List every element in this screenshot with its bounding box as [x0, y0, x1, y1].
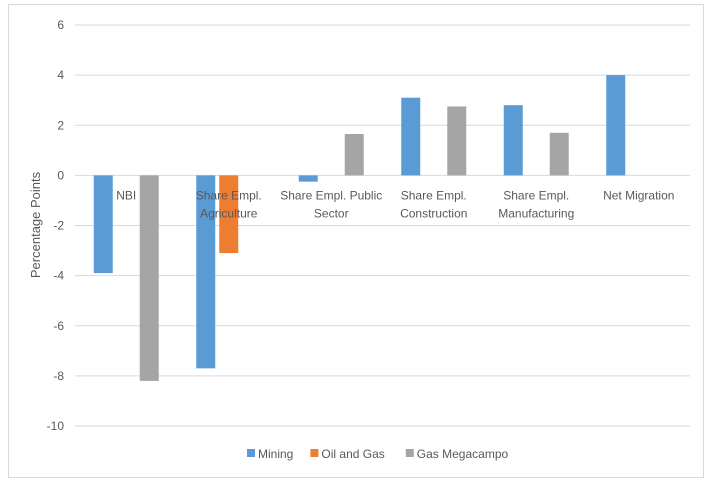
bar-mining: [503, 105, 523, 176]
gridlines: [75, 24, 690, 427]
legend-item: Oil and Gas: [310, 447, 385, 461]
y-tick-label: -10: [47, 419, 65, 433]
category-label: Share Empl. Manufacturing: [498, 188, 574, 220]
legend-item: Gas Megacampo: [405, 447, 509, 461]
category-labels: NBI Share Empl. Agriculture Share Empl. Pub…: [116, 188, 674, 220]
category-label: NBI: [116, 188, 136, 202]
category-label: Share Empl. Agriculture: [196, 188, 262, 220]
bar-mining: [606, 75, 626, 176]
y-tick-label: 2: [57, 118, 64, 132]
bar-mining: [298, 175, 318, 182]
y-tick-label: -2: [53, 219, 64, 233]
bar-mining: [196, 175, 216, 369]
bar-gas-megacampo: [139, 175, 159, 381]
legend-swatch: [405, 449, 414, 457]
legend-label: Mining: [258, 447, 293, 461]
y-tick-label: -4: [53, 269, 64, 283]
legend-label: Oil and Gas: [321, 447, 384, 461]
y-tick-label: -8: [53, 369, 64, 383]
bar-mining: [93, 175, 113, 274]
chart-frame: [8, 4, 704, 478]
bar-mining: [401, 97, 421, 176]
y-axis-label: Percentage Points: [28, 171, 43, 278]
y-tick-label: -6: [53, 319, 64, 333]
legend-label: Gas Megacampo: [417, 447, 509, 461]
category-label: Net Migration: [603, 188, 674, 202]
bar-gas-megacampo: [344, 134, 364, 176]
y-tick-label: 4: [57, 68, 64, 82]
y-tick-label: 0: [57, 168, 64, 182]
y-tick-labels: 6 4 2 0 -2 -4 -6 -8 -10: [47, 18, 65, 433]
category-label: Share Empl. Public Sector: [280, 188, 382, 220]
y-tick-label: 6: [57, 18, 64, 32]
bar-gas-megacampo: [447, 106, 467, 176]
bar-gas-megacampo: [549, 132, 569, 176]
legend-item: Mining: [247, 447, 293, 461]
legend: Mining Oil and Gas Gas Megacampo: [247, 447, 509, 461]
legend-swatch: [310, 449, 319, 457]
legend-swatch: [247, 449, 255, 457]
category-label: Share Empl. Construction: [400, 188, 467, 220]
bars: [93, 75, 626, 381]
bar-oil-and-gas: [219, 175, 239, 254]
